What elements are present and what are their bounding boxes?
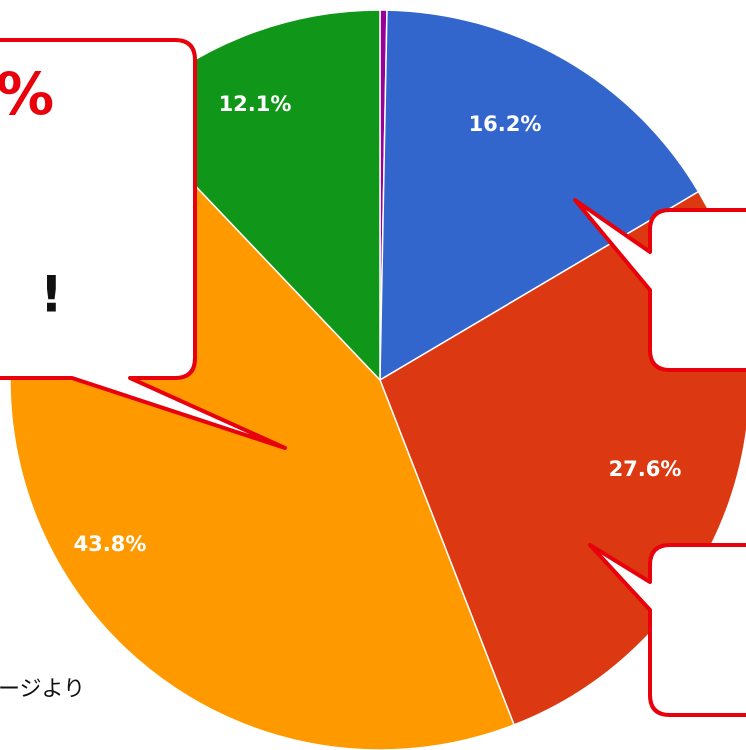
slice-label: 12.1% [219, 92, 292, 116]
slice-label: 43.8% [74, 532, 147, 556]
slice-label: 16.2% [469, 112, 542, 136]
callout [588, 543, 746, 717]
callout [573, 198, 746, 372]
slice-label: 27.6% [609, 457, 682, 481]
source-note: ージより [0, 677, 85, 702]
slice [379, 9, 700, 382]
callout-text: % [0, 60, 54, 128]
slice-labels: 16.2% 27.6% 43.8% 12.1% [74, 92, 682, 556]
callout-text: ! [40, 266, 63, 324]
callout [0, 38, 287, 450]
